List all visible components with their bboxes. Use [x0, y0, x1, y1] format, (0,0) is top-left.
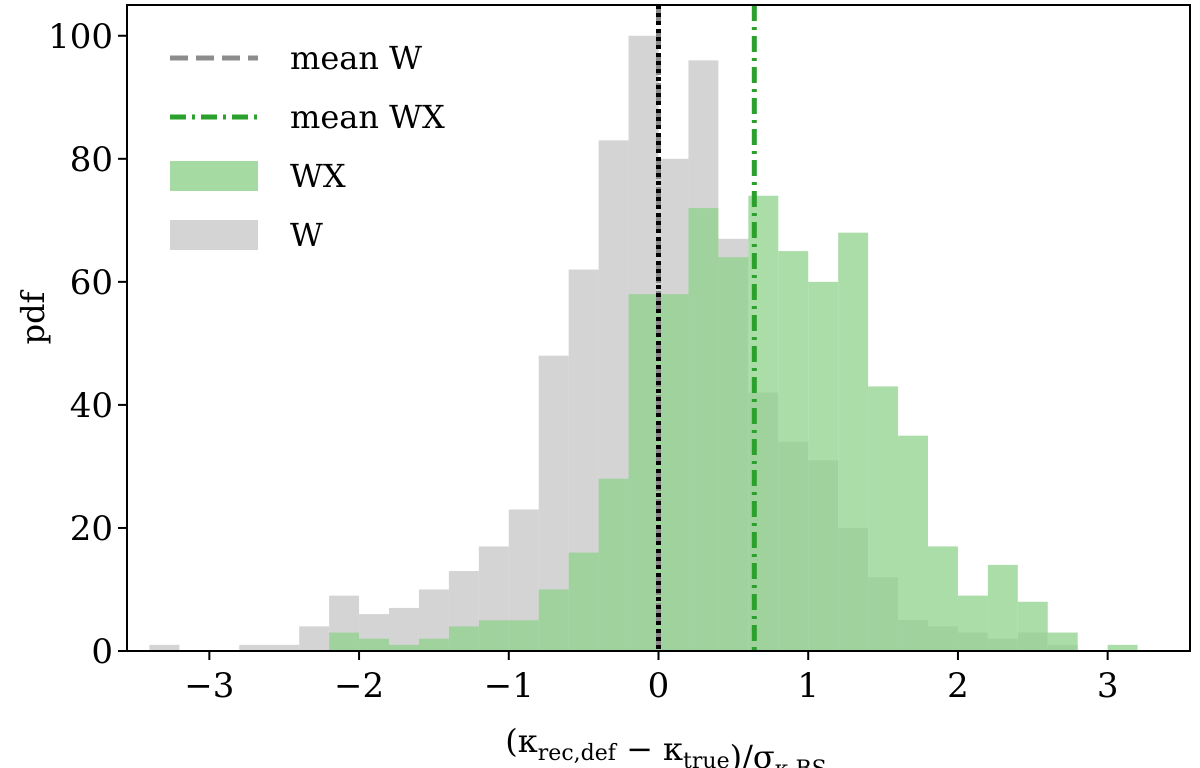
bar-wx-26: [1107, 644, 1138, 651]
axis-labels: pdf (κrec,def − κtrue)/σκ,BS: [14, 289, 827, 768]
bar-w-0: [149, 644, 180, 651]
bar-w-4: [269, 644, 300, 651]
legend-swatch-wx: [170, 161, 258, 191]
bar-wx-20: [927, 546, 958, 651]
bar-wx-24: [1047, 632, 1078, 651]
bar-wx-16: [808, 281, 839, 651]
y-axis-label: pdf: [14, 289, 52, 344]
bar-wx-5: [478, 620, 509, 651]
bar-wx-23: [1017, 601, 1048, 651]
legend-label: WX: [290, 157, 346, 195]
x-tick-label: 3: [1097, 666, 1119, 706]
bar-wx-4: [448, 626, 479, 651]
x-axis-label: (κrec,def − κtrue)/σκ,BS: [505, 722, 826, 768]
x-tick-label: 2: [947, 666, 969, 706]
x-tick-label: −3: [184, 666, 234, 706]
bar-wx-19: [898, 435, 928, 651]
legend: mean W mean WX WX W: [170, 39, 445, 254]
bar-wx-13: [718, 257, 749, 651]
y-tick-label: 0: [91, 632, 113, 672]
bar-wx-1: [359, 638, 390, 651]
reference-lines: [656, 5, 757, 651]
x-tick-label: −1: [484, 666, 534, 706]
bar-w-5: [299, 626, 330, 651]
bar-wx-7: [538, 589, 569, 651]
y-tick-label: 20: [70, 509, 113, 549]
bar-wx-12: [688, 208, 719, 651]
y-tick-label: 100: [48, 17, 113, 57]
histogram-bars: [149, 35, 1138, 652]
bar-wx-17: [838, 232, 869, 651]
bar-wx-3: [418, 638, 449, 651]
bar-w-8: [389, 607, 419, 651]
plot-axes: −3 −2 −1 0 1 2 3 0 20 40 60 80 100: [48, 4, 1191, 706]
y-tick-label: 40: [70, 386, 113, 426]
bar-wx-2: [389, 644, 419, 651]
bar-wx-18: [868, 386, 899, 651]
legend-swatch-w: [170, 220, 258, 250]
x-tick-label: 1: [797, 666, 819, 706]
x-tick-label: 0: [648, 666, 670, 706]
bar-wx-6: [508, 620, 539, 651]
x-tick-label: −2: [334, 666, 384, 706]
bar-w-3: [239, 644, 270, 651]
bar-wx-11: [658, 294, 689, 651]
legend-label: mean W: [290, 39, 422, 77]
bar-wx-10: [628, 294, 659, 651]
y-tick-label: 60: [70, 263, 113, 303]
legend-label: mean WX: [290, 98, 445, 136]
bar-wx-22: [987, 564, 1018, 651]
bar-wx-0: [329, 632, 360, 651]
y-tick-label: 80: [70, 140, 113, 180]
bar-wx-21: [957, 595, 988, 651]
bar-wx-8: [568, 552, 599, 651]
legend-label: W: [290, 216, 323, 254]
bar-wx-15: [778, 251, 809, 651]
bar-wx-9: [598, 478, 629, 651]
